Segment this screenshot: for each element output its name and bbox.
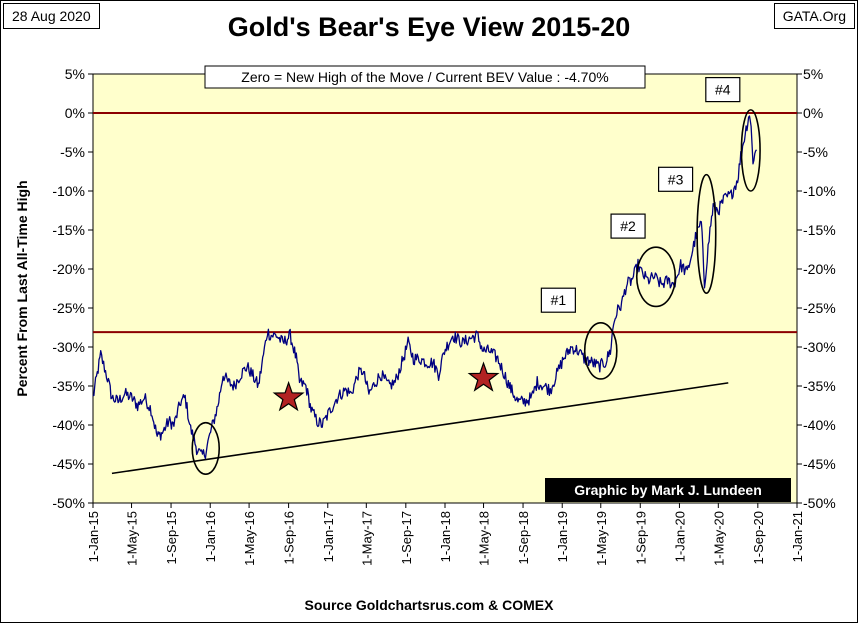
star-marker: [272, 380, 305, 412]
x-tick-label: 1-May-16: [242, 511, 257, 566]
y-tick-label-left: -50%: [52, 495, 85, 511]
x-tick-label: 1-Jan-20: [672, 511, 687, 562]
x-tick-label: 1-May-18: [477, 511, 492, 566]
legend-text: Zero = New High of the Move / Current BE…: [241, 69, 608, 85]
highlight-circle: [696, 173, 717, 294]
y-tick-label-left: -45%: [52, 456, 85, 472]
y-tick-label-left: -5%: [60, 144, 85, 160]
y-tick-label-right: -20%: [803, 261, 836, 277]
y-tick-label-left: -10%: [52, 183, 85, 199]
site-label: GATA.Org: [773, 3, 855, 29]
y-axis-label: Percent From Last All-Time High: [14, 180, 30, 396]
x-tick-label: 1-Sep-19: [633, 511, 648, 564]
annotation-label: #4: [715, 82, 731, 98]
y-tick-label-left: -15%: [52, 222, 85, 238]
x-tick-label: 1-Jan-15: [86, 511, 101, 562]
x-tick-label: 1-Jan-21: [790, 511, 805, 562]
annotation-label: #2: [620, 218, 636, 234]
y-tick-label-right: -50%: [803, 495, 836, 511]
x-tick-label: 1-Jan-17: [321, 511, 336, 562]
annotation-box: [540, 287, 576, 313]
y-tick-label-right: -30%: [803, 339, 836, 355]
series-line: [92, 115, 758, 460]
y-tick-label-left: -25%: [52, 300, 85, 316]
y-tick-label-right: -40%: [803, 417, 836, 433]
credit-box: [545, 478, 791, 502]
y-tick-label-right: -5%: [803, 144, 828, 160]
x-tick-label: 1-May-17: [359, 511, 374, 566]
y-tick-label-left: 5%: [65, 66, 85, 82]
y-tick-label-right: -25%: [803, 300, 836, 316]
y-tick-label-right: -10%: [803, 183, 836, 199]
star-marker: [467, 361, 500, 392]
x-tick-label: 1-Sep-16: [282, 511, 297, 564]
date-label: 28 Aug 2020: [3, 3, 100, 29]
x-tick-label: 1-Jan-16: [203, 511, 218, 562]
x-tick-label: 1-May-15: [125, 511, 140, 566]
x-tick-label: 1-Sep-20: [751, 511, 766, 564]
source-note: Source Goldchartsrus.com & COMEX: [304, 597, 554, 613]
y-tick-label-right: -35%: [803, 378, 836, 394]
y-tick-label-left: -30%: [52, 339, 85, 355]
annotation-box: [705, 76, 741, 103]
x-tick-label: 1-Sep-18: [516, 511, 531, 564]
plot-area: [92, 73, 798, 504]
highlight-circle: [191, 421, 221, 475]
x-tick-label: 1-May-20: [711, 511, 726, 566]
chart-title: Gold's Bear's Eye View 2015-20: [227, 12, 631, 42]
x-tick-label: 1-Sep-15: [164, 511, 179, 564]
x-tick-label: 1-May-19: [594, 511, 609, 566]
annotation-label: #3: [668, 171, 684, 187]
highlight-circle: [740, 109, 761, 192]
y-tick-label-right: -45%: [803, 456, 836, 472]
annotation-label: #1: [551, 292, 567, 308]
credit-text: Graphic by Mark J. Lundeen: [574, 482, 762, 498]
x-tick-label: 1-Jan-18: [438, 511, 453, 562]
highlight-circle: [583, 322, 618, 380]
y-tick-label-right: -15%: [803, 222, 836, 238]
y-tick-label-right: 0%: [803, 105, 823, 121]
annotation-box: [657, 166, 694, 192]
y-tick-label-left: -35%: [52, 378, 85, 394]
x-tick-label: 1-Jan-19: [555, 511, 570, 562]
x-tick-label: 1-Sep-17: [399, 511, 414, 564]
y-tick-label-left: -40%: [52, 417, 85, 433]
legend-box: [204, 65, 646, 89]
y-tick-label-left: -20%: [52, 261, 85, 277]
annotation-box: [610, 213, 646, 239]
trend-line: [111, 382, 729, 475]
y-tick-label-left: 0%: [65, 105, 85, 121]
highlight-circle: [635, 246, 677, 308]
y-tick-label-right: 5%: [803, 66, 823, 82]
